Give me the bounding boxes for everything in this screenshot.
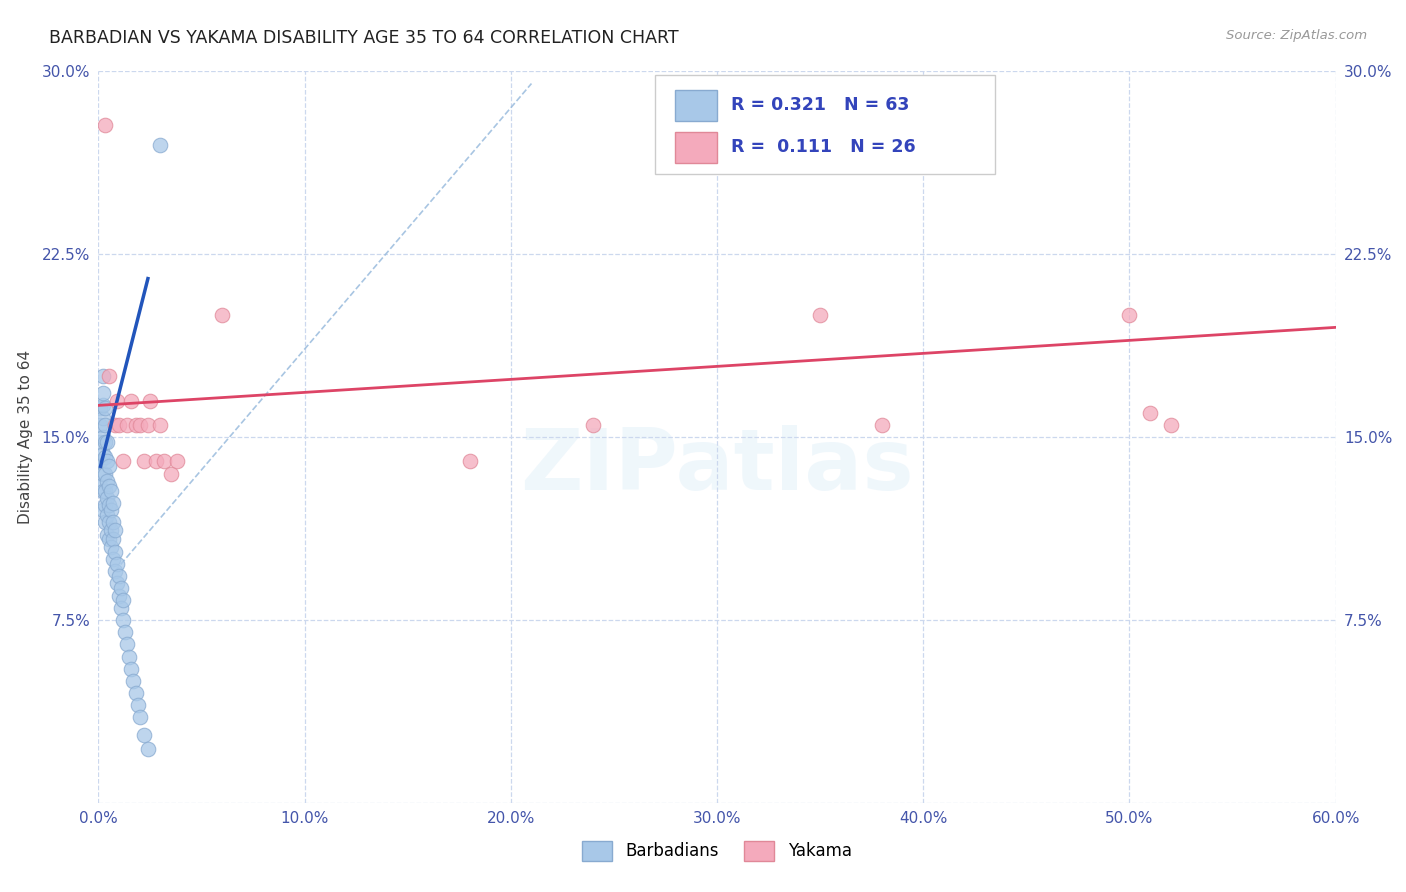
Point bbox=[108, 589, 131, 603]
Point bbox=[149, 417, 172, 432]
Point bbox=[808, 308, 831, 322]
Point bbox=[93, 118, 115, 132]
Point bbox=[96, 491, 118, 505]
Point bbox=[96, 508, 118, 522]
Point bbox=[91, 503, 114, 517]
Point bbox=[139, 393, 162, 408]
Point bbox=[93, 483, 115, 498]
Text: BARBADIAN VS YAKAMA DISABILITY AGE 35 TO 64 CORRELATION CHART: BARBADIAN VS YAKAMA DISABILITY AGE 35 TO… bbox=[49, 29, 679, 46]
Point bbox=[93, 516, 115, 530]
Point bbox=[91, 447, 114, 461]
Point bbox=[91, 430, 114, 444]
Point bbox=[870, 417, 893, 432]
Point bbox=[159, 467, 181, 481]
Point bbox=[114, 625, 136, 640]
Point bbox=[101, 516, 124, 530]
Point bbox=[110, 600, 132, 615]
Point bbox=[104, 523, 127, 537]
Point bbox=[132, 727, 155, 741]
Point bbox=[136, 742, 159, 756]
Point bbox=[149, 137, 172, 152]
Point bbox=[89, 417, 111, 432]
Point bbox=[110, 581, 132, 595]
Y-axis label: Disability Age 35 to 64: Disability Age 35 to 64 bbox=[18, 350, 34, 524]
Legend: Barbadians, Yakama: Barbadians, Yakama bbox=[576, 834, 858, 868]
Point bbox=[153, 454, 176, 468]
Text: R = 0.321   N = 63: R = 0.321 N = 63 bbox=[731, 96, 910, 114]
Point bbox=[1118, 308, 1140, 322]
Point bbox=[101, 552, 124, 566]
Point bbox=[93, 450, 115, 464]
Point bbox=[120, 662, 142, 676]
Point bbox=[97, 369, 120, 384]
Point bbox=[93, 401, 115, 415]
Point bbox=[93, 499, 115, 513]
Point bbox=[97, 479, 120, 493]
Point bbox=[97, 516, 120, 530]
Point bbox=[105, 557, 128, 571]
Point bbox=[124, 686, 146, 700]
Point bbox=[100, 503, 122, 517]
Point bbox=[1160, 417, 1182, 432]
Point bbox=[89, 454, 111, 468]
Point bbox=[91, 369, 114, 384]
Point bbox=[97, 459, 120, 474]
Point bbox=[91, 410, 114, 425]
Point bbox=[100, 483, 122, 498]
Point bbox=[96, 454, 118, 468]
Point bbox=[96, 527, 118, 541]
Point bbox=[112, 613, 135, 627]
Point bbox=[1139, 406, 1161, 420]
Point bbox=[117, 417, 139, 432]
Point bbox=[93, 434, 115, 449]
Point bbox=[117, 637, 139, 651]
Text: Source: ZipAtlas.com: Source: ZipAtlas.com bbox=[1226, 29, 1367, 42]
Point bbox=[93, 467, 115, 481]
Point bbox=[118, 649, 141, 664]
FancyBboxPatch shape bbox=[675, 132, 717, 163]
Point bbox=[211, 308, 233, 322]
Point bbox=[124, 417, 146, 432]
Point bbox=[112, 593, 135, 607]
Point bbox=[105, 576, 128, 591]
Point bbox=[101, 496, 124, 510]
Point bbox=[89, 434, 111, 449]
Point bbox=[91, 398, 114, 412]
Point bbox=[96, 434, 118, 449]
Point bbox=[97, 499, 120, 513]
Point bbox=[128, 710, 150, 724]
Point bbox=[128, 417, 150, 432]
Point bbox=[104, 544, 127, 558]
Point bbox=[136, 417, 159, 432]
Point bbox=[91, 386, 114, 401]
Point bbox=[101, 533, 124, 547]
Point bbox=[582, 417, 605, 432]
Point bbox=[105, 393, 128, 408]
Point bbox=[108, 569, 131, 583]
Point bbox=[89, 401, 111, 415]
FancyBboxPatch shape bbox=[655, 75, 995, 174]
Point bbox=[91, 483, 114, 498]
FancyBboxPatch shape bbox=[675, 90, 717, 120]
Point bbox=[122, 673, 145, 688]
Point bbox=[100, 523, 122, 537]
Point bbox=[112, 454, 135, 468]
Point bbox=[91, 467, 114, 481]
Point bbox=[93, 417, 115, 432]
Text: ZIPatlas: ZIPatlas bbox=[520, 425, 914, 508]
Point bbox=[145, 454, 167, 468]
Point bbox=[120, 393, 142, 408]
Point bbox=[104, 564, 127, 578]
Point bbox=[132, 454, 155, 468]
Point bbox=[100, 540, 122, 554]
Point bbox=[108, 417, 131, 432]
Point bbox=[458, 454, 481, 468]
Point bbox=[127, 698, 149, 713]
Point bbox=[104, 417, 127, 432]
Point bbox=[97, 533, 120, 547]
Point bbox=[89, 479, 111, 493]
Text: R =  0.111   N = 26: R = 0.111 N = 26 bbox=[731, 138, 915, 156]
Point bbox=[166, 454, 188, 468]
Point bbox=[96, 474, 118, 488]
